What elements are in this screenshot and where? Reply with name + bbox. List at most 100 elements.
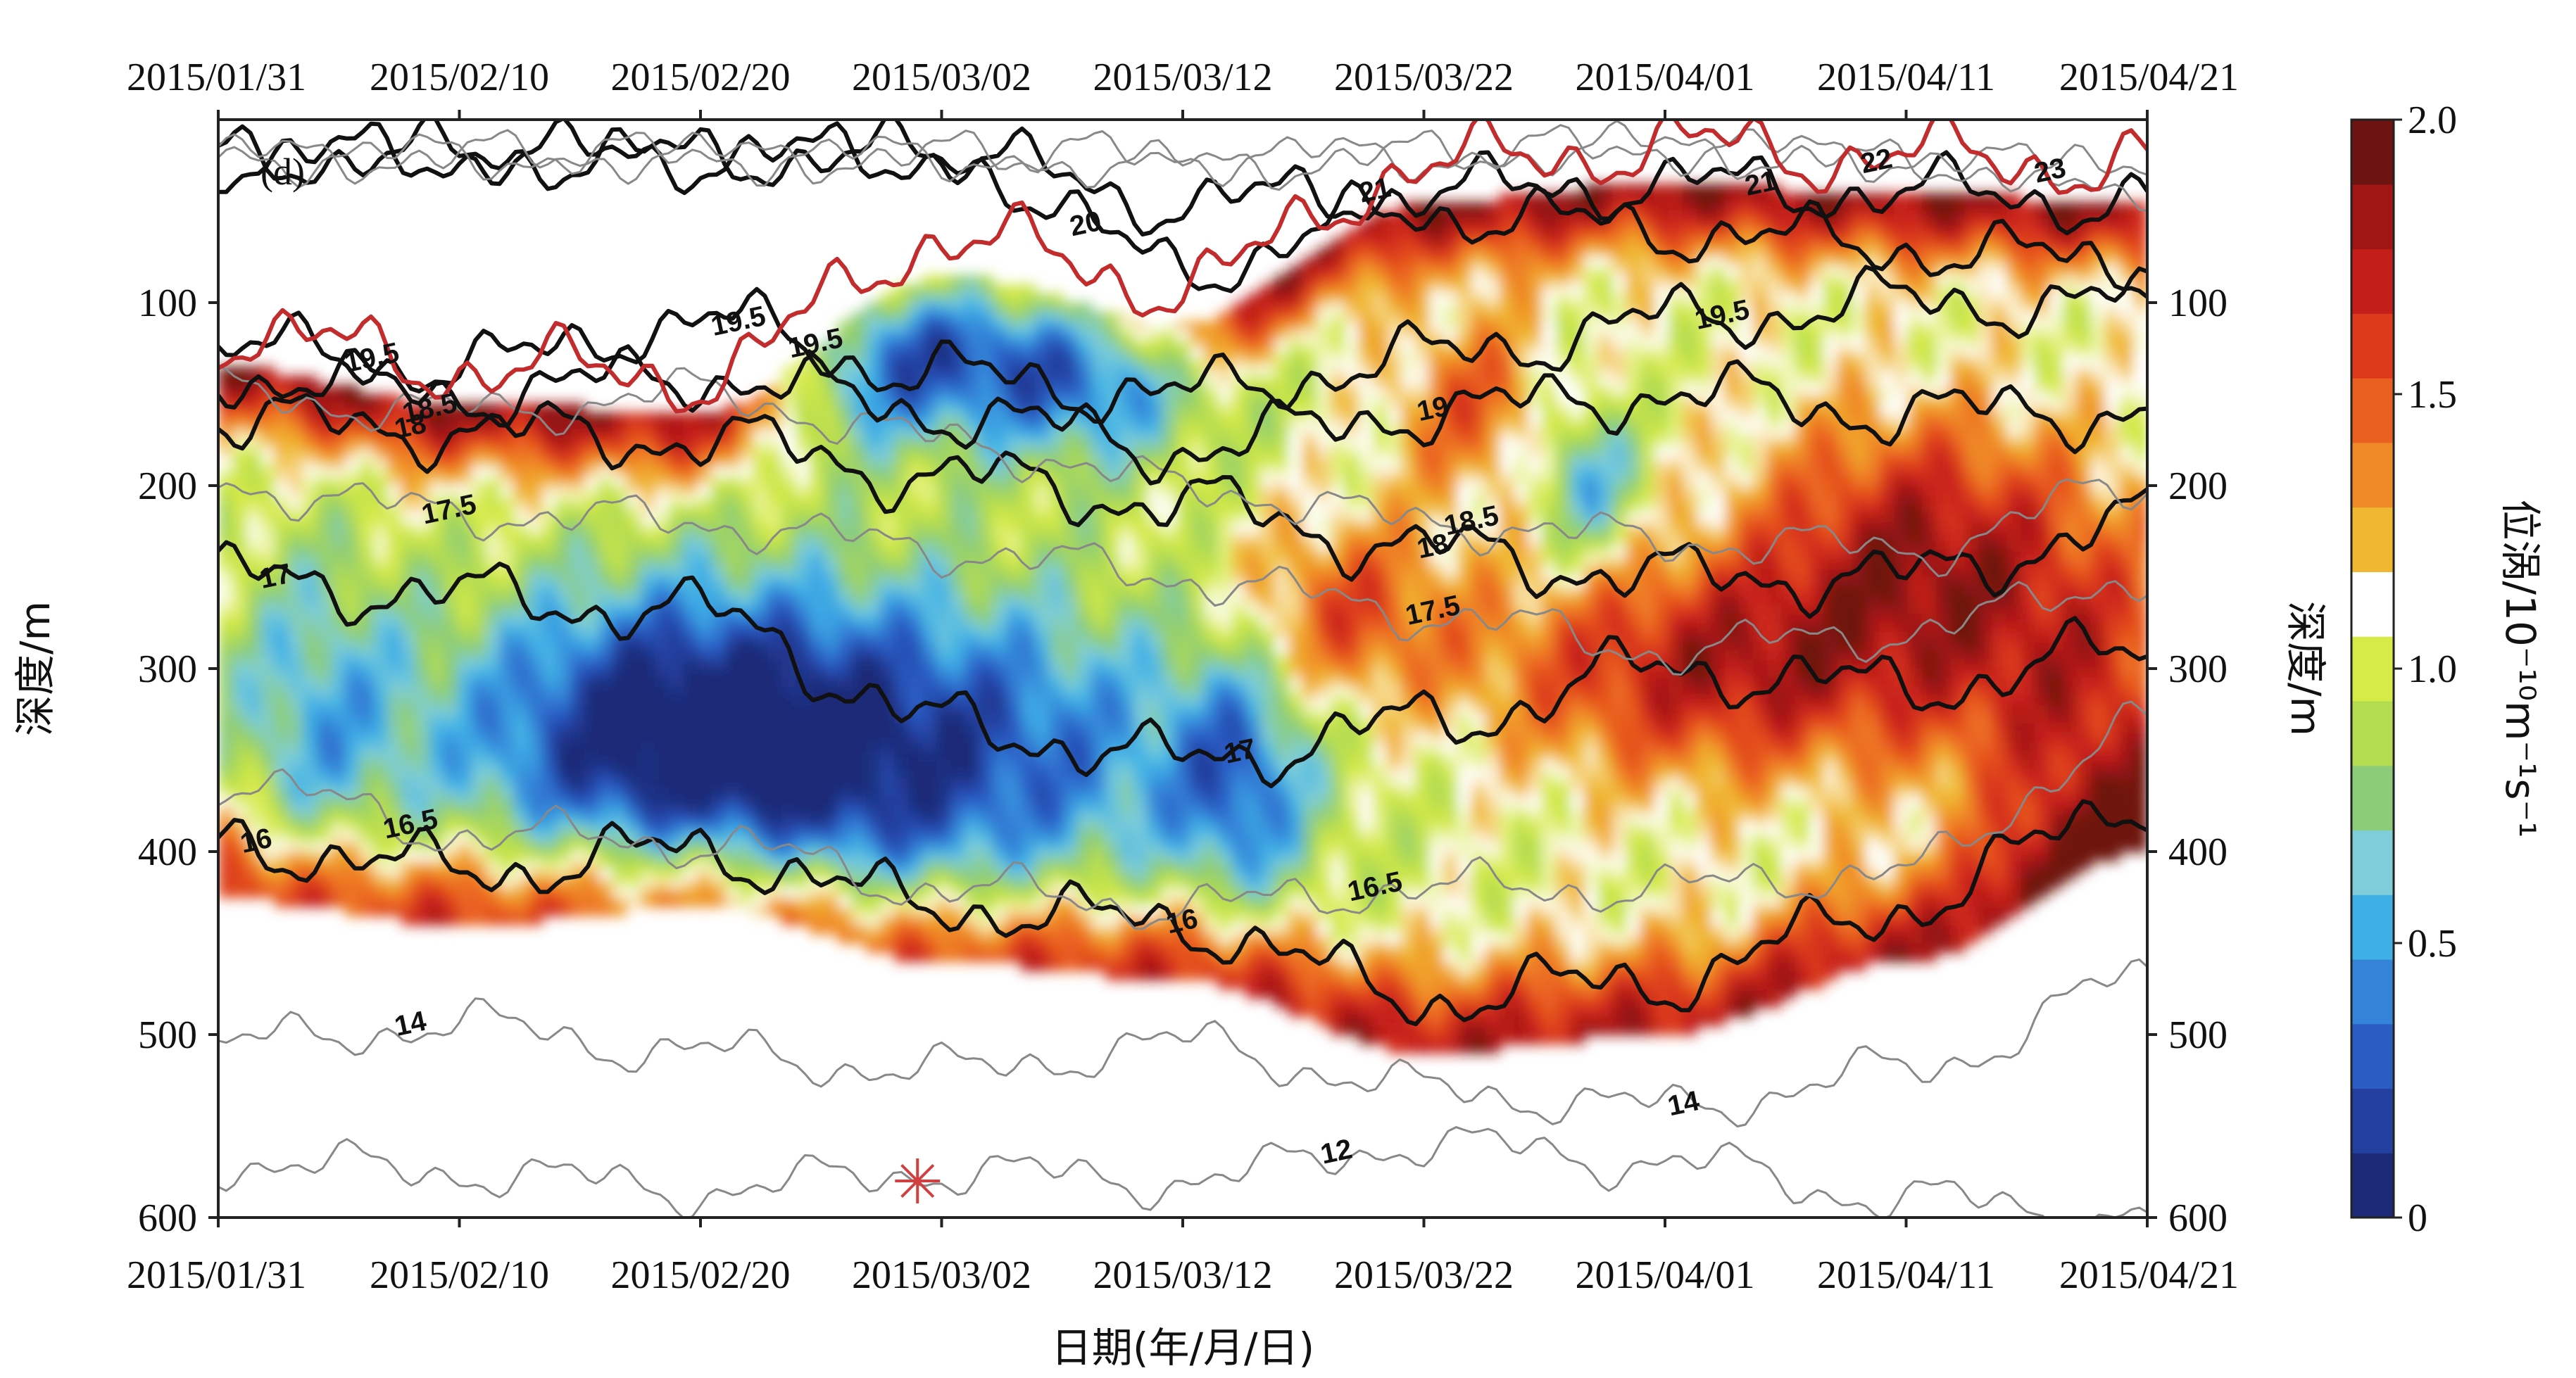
- heatmap-cell: [1007, 412, 1022, 422]
- heatmap-cell: [1274, 422, 1289, 431]
- heatmap-cell: [725, 705, 740, 715]
- heatmap-cell: [950, 467, 965, 477]
- heatmap-cell: [1274, 293, 1289, 303]
- heatmap-cell: [1063, 476, 1078, 486]
- heatmap-cell: [894, 934, 909, 944]
- heatmap-cell: [1091, 577, 1106, 587]
- heatmap-cell: [767, 403, 782, 413]
- heatmap-cell: [965, 605, 979, 614]
- heatmap-cell: [1302, 696, 1317, 706]
- heatmap-cell: [1288, 650, 1303, 660]
- heatmap-cell: [824, 467, 838, 477]
- heatmap-cell: [1204, 531, 1219, 541]
- heatmap-cell: [936, 586, 951, 596]
- heatmap-cell: [1218, 842, 1233, 852]
- heatmap-cell: [232, 678, 247, 688]
- heatmap-cell: [345, 760, 360, 770]
- heatmap-cell: [880, 431, 895, 441]
- heatmap-cell: [331, 897, 346, 907]
- heatmap-cell: [359, 705, 374, 715]
- heatmap-cell: [1218, 541, 1233, 550]
- heatmap-cell: [894, 605, 909, 614]
- heatmap-cell: [965, 733, 979, 742]
- heatmap-cell: [1049, 769, 1064, 779]
- heatmap-cell: [993, 531, 1007, 541]
- heatmap-cell: [444, 778, 458, 788]
- heatmap-cell: [810, 403, 824, 413]
- heatmap-cell: [1077, 733, 1092, 742]
- heatmap-cell: [218, 650, 233, 660]
- heatmap-cell: [1105, 788, 1120, 797]
- heatmap-cell: [1021, 422, 1036, 431]
- heatmap-cell: [331, 504, 346, 514]
- heatmap-cell: [781, 906, 796, 916]
- heatmap-cell: [373, 751, 388, 761]
- heatmap-cell: [246, 888, 261, 898]
- heatmap-cell: [1021, 842, 1036, 852]
- heatmap-cell: [950, 605, 965, 614]
- heatmap-cell: [415, 751, 430, 761]
- heatmap-cell: [627, 531, 641, 541]
- heatmap-cell: [458, 769, 472, 779]
- heatmap-cell: [767, 687, 782, 697]
- heatmap-cell: [1007, 952, 1022, 962]
- heatmap-cell: [232, 495, 247, 505]
- heatmap-cell: [725, 577, 740, 587]
- heatmap-cell: [289, 632, 303, 642]
- heatmap-cell: [260, 714, 275, 724]
- heatmap-cell: [993, 348, 1007, 358]
- heatmap-cell: [950, 632, 965, 642]
- heatmap-cell: [542, 595, 557, 605]
- heatmap-cell: [1035, 861, 1050, 871]
- heatmap-cell: [373, 659, 388, 669]
- heatmap-cell: [1063, 788, 1078, 797]
- heatmap-cell: [246, 504, 261, 514]
- heatmap-cell: [1021, 906, 1036, 916]
- heatmap-cell: [1176, 888, 1190, 898]
- heatmap-cell: [852, 842, 867, 852]
- heatmap-cell: [1049, 348, 1064, 358]
- heatmap-cell: [612, 769, 627, 779]
- heatmap-cell: [232, 449, 247, 459]
- heatmap-cell: [570, 696, 585, 706]
- heatmap-cell: [739, 467, 754, 477]
- heatmap-cell: [1288, 330, 1303, 340]
- heatmap-cell: [1105, 925, 1120, 935]
- heatmap-cell: [317, 742, 332, 752]
- heatmap-cell: [1288, 723, 1303, 733]
- heatmap-cell: [458, 742, 472, 752]
- heatmap-cell: [1218, 422, 1233, 431]
- heatmap-cell: [838, 568, 853, 578]
- heatmap-cell: [486, 723, 501, 733]
- heatmap-cell: [1218, 769, 1233, 779]
- heatmap-cell: [838, 394, 853, 404]
- heatmap-cell: [993, 568, 1007, 578]
- heatmap-cell: [444, 916, 458, 925]
- heatmap-cell: [500, 769, 515, 779]
- heatmap-cell: [275, 806, 289, 816]
- heatmap-cell: [387, 778, 402, 788]
- heatmap-cell: [444, 742, 458, 752]
- heatmap-cell: [303, 833, 318, 843]
- heatmap-cell: [1119, 403, 1134, 413]
- heatmap-cell: [260, 449, 275, 459]
- heatmap-cell: [753, 778, 768, 788]
- heatmap-cell: [852, 669, 867, 678]
- heatmap-cell: [1246, 723, 1261, 733]
- heatmap-cell: [1148, 467, 1162, 477]
- heatmap-cell: [1162, 815, 1176, 825]
- heatmap-cell: [753, 678, 768, 688]
- heatmap-cell: [1274, 358, 1289, 367]
- heatmap-cell: [246, 614, 261, 624]
- heatmap-cell: [1274, 696, 1289, 706]
- heatmap-cell: [1190, 541, 1205, 550]
- heatmap-cell: [908, 531, 923, 541]
- heatmap-cell: [1190, 522, 1205, 532]
- heatmap-cell: [950, 367, 965, 377]
- heatmap-cell: [838, 550, 853, 560]
- heatmap-cell: [232, 614, 247, 624]
- heatmap-cell: [852, 495, 867, 505]
- heatmap-cell: [852, 833, 867, 843]
- heatmap-cell: [218, 623, 233, 633]
- heatmap-cell: [753, 486, 768, 495]
